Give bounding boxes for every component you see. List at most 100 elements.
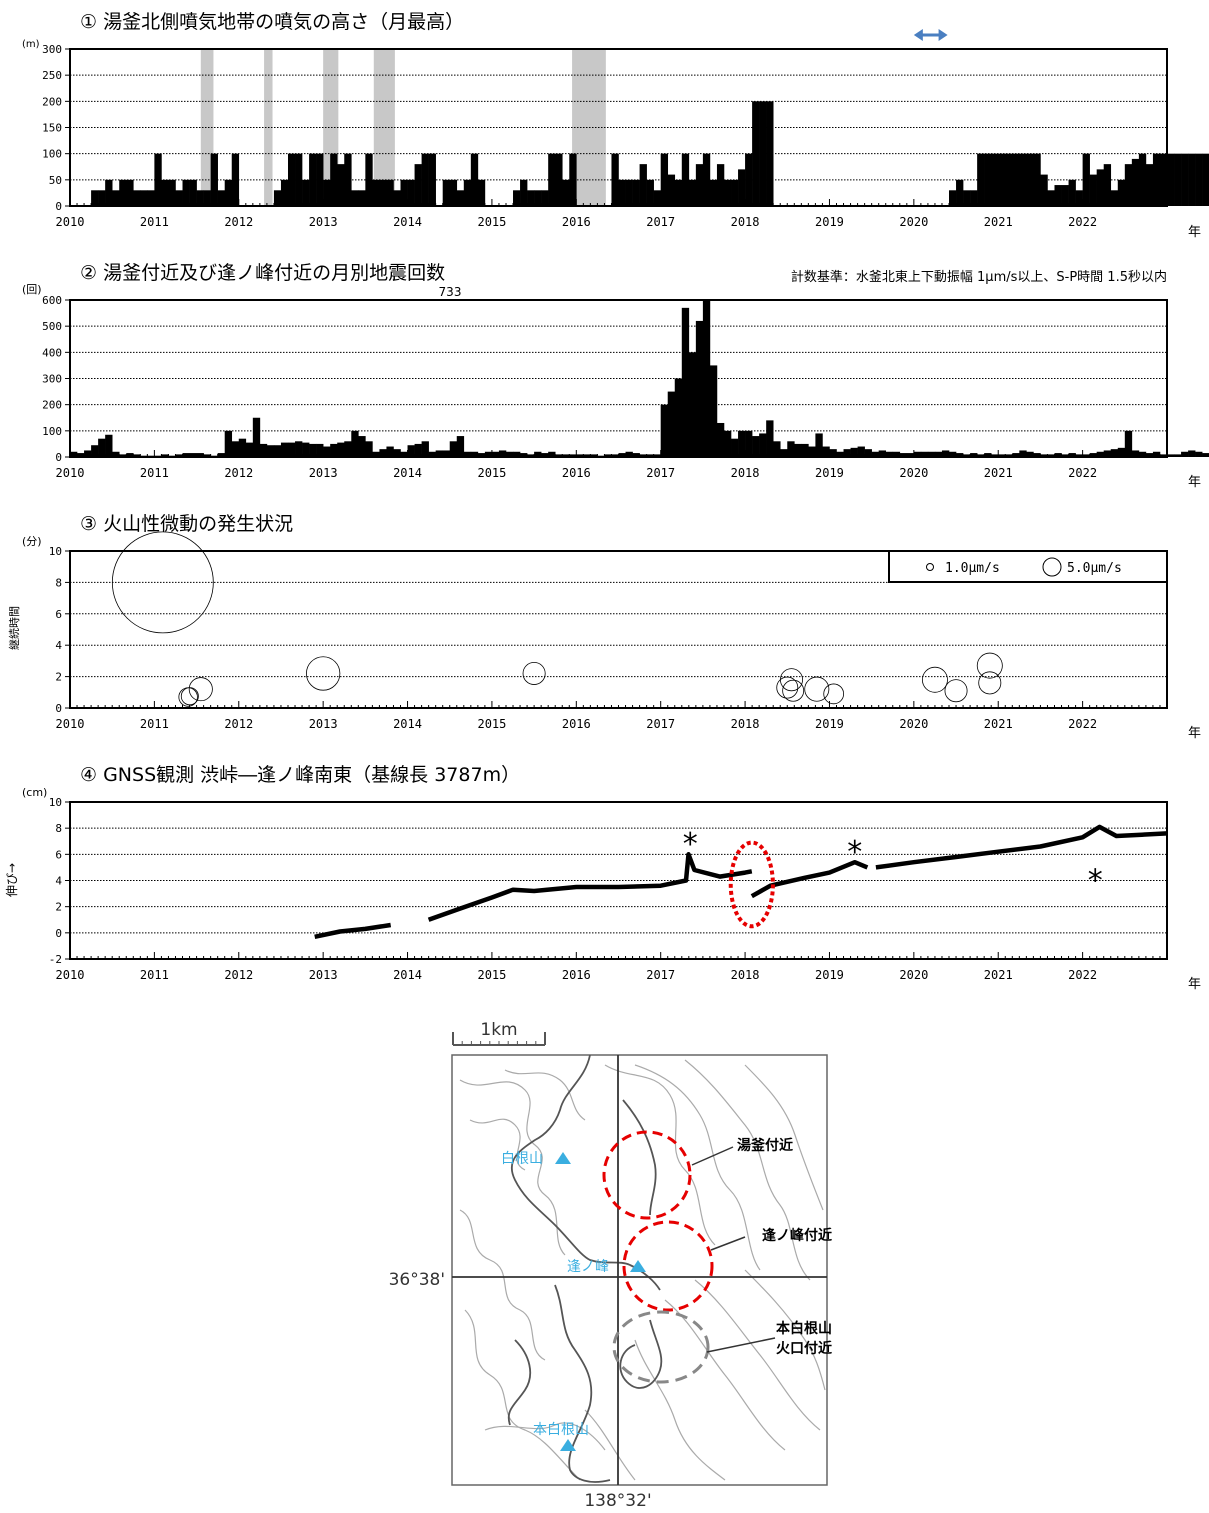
legend-small-label: 1.0μm/s [945,561,1000,576]
bar [1033,453,1041,457]
bar [1110,190,1119,206]
bar [977,153,985,206]
bar [716,422,725,457]
bar [231,153,240,206]
bar [611,454,619,457]
bar [463,451,472,457]
panel-2-annotation-733: 733 [439,285,462,299]
bar [625,451,633,457]
x-tick-label: 2021 [984,466,1013,480]
x-tick-label: 2017 [646,968,675,982]
bar [1012,153,1020,206]
bar [189,453,197,457]
bar [562,179,570,206]
bar [1152,451,1161,457]
bar [977,454,985,457]
bar [871,451,879,457]
x-tick-label: 2016 [562,968,591,982]
peak-shirane-marker [555,1152,571,1164]
x-tick-label: 2012 [224,968,253,982]
x-tick-label: 2020 [899,466,928,480]
bar [456,190,465,206]
peak-motoshirane-label: 本白根山 [533,1422,589,1438]
bar [70,451,78,457]
bar [520,179,528,206]
bar [646,179,654,206]
bar [653,454,661,457]
bar [541,190,549,206]
bar [723,179,732,206]
bar [470,153,479,206]
bar [259,443,268,457]
bar [295,153,303,206]
bar [1047,190,1055,206]
bar [449,179,458,206]
bar [1054,185,1062,206]
bar [203,454,211,457]
y-tick-label: 300 [42,373,62,386]
bar [182,453,190,457]
tremor-point [306,656,341,691]
bar [716,164,725,206]
bar [98,190,106,206]
bar [126,179,134,206]
bar [1188,450,1196,457]
bar [252,417,261,457]
bar [562,454,570,457]
bar [407,445,415,457]
location-map: 1km 白根山 逢 [389,1020,832,1510]
crater-yugama [602,1130,692,1220]
y-tick-label: 100 [42,148,62,161]
bar [963,454,971,457]
bar [984,153,992,206]
peak-ainomine-label: 逢ノ峰 [567,1259,609,1275]
bar [1012,453,1020,457]
bar [112,451,120,457]
bar [660,153,669,206]
bar [351,190,359,206]
tremor-point [944,679,968,703]
bar [1138,451,1147,457]
bar [632,453,640,457]
x-tick-label: 2013 [309,968,338,982]
bar [625,179,633,206]
bar [1033,153,1041,206]
bar [1040,454,1048,457]
tremor-point [978,671,1002,695]
x-tick-label: 2011 [140,968,169,982]
bar [217,190,226,206]
bar [287,442,296,457]
panel-3-tremor: ③ 火山性微動の発生状況 (分) 継続時間 1.0μm/s 5.0μm/s 0 2… [7,513,1201,741]
y-tick-label: 300 [42,43,62,56]
bar [766,101,774,206]
x-tick-label: 2014 [393,717,422,731]
bar [1202,453,1209,457]
map-lon-label: 138°32' [584,1491,651,1510]
bar [759,433,767,457]
bar [1159,153,1168,206]
x-tick-label: 2010 [56,466,85,480]
y-tick-label: 0 [55,927,62,940]
y-tick-label: 500 [42,320,62,333]
bar [970,190,978,206]
map-contours [459,1059,826,1481]
gnss-series [427,852,753,922]
y-tick-label: 200 [42,399,62,412]
panel-2-earthquake-count: ② 湯釜付近及び逢ノ峰付近の月別地震回数 計数基準：水釜北東上下動振幅 1μm/… [22,262,1209,490]
bar [808,446,816,457]
bar [1110,449,1119,457]
tremor-point [188,677,213,702]
bar [365,441,373,457]
panel-3-legend: 1.0μm/s 5.0μm/s [888,550,1168,583]
bar [189,179,197,206]
bar [885,451,894,457]
map-scale-bar: 1km [452,1020,546,1046]
bar [1082,454,1090,457]
bar [681,307,690,457]
bar [513,451,521,457]
bar [1202,153,1209,206]
y-tick-label: 6 [55,608,62,621]
bar [442,450,451,457]
crater-motoshirane [612,1310,710,1384]
bar [175,454,183,457]
